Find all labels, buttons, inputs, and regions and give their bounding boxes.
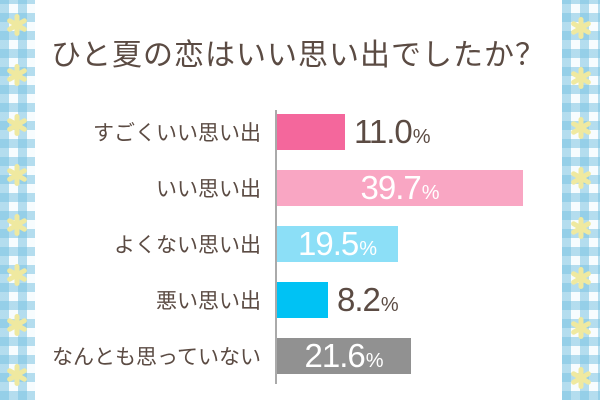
category-label: すごくいい思い出 — [93, 122, 261, 145]
flower-decoration — [570, 116, 593, 140]
flower-decoration — [570, 216, 593, 240]
percent-sign: % — [380, 294, 399, 316]
flower-icon — [571, 266, 591, 290]
flower-icon — [7, 113, 27, 137]
content-panel: ひと夏の恋はいい思い出でしたか？ すごくいい思い出 11.0% いい思い出 39.7%… — [35, 0, 562, 400]
flower-decoration — [570, 16, 593, 40]
flower-icon — [571, 116, 591, 140]
percent-sign: % — [365, 350, 384, 372]
bar — [277, 282, 328, 318]
flower-decoration — [6, 13, 29, 37]
chart-row: 悪い思い出 8.2% — [35, 272, 562, 328]
bar-area: 11.0% — [275, 113, 562, 151]
flower-decoration — [570, 266, 593, 290]
percent-sign: % — [421, 182, 440, 204]
flower-icon — [571, 166, 591, 190]
category-label: 悪い思い出 — [156, 290, 261, 313]
bar: 21.6% — [277, 337, 411, 375]
flower-decoration — [570, 66, 593, 90]
bar: 39.7% — [277, 169, 523, 207]
flower-decoration — [6, 363, 29, 387]
value-number: 8.2 — [337, 281, 381, 318]
bar — [277, 114, 345, 150]
gingham-border-right — [562, 0, 600, 400]
value-label: 11.0% — [354, 113, 431, 151]
flower-decoration — [570, 166, 593, 190]
category-label: なんとも思っていない — [52, 346, 261, 369]
flower-icon — [7, 63, 27, 87]
flower-icon — [7, 363, 27, 387]
bar-area: 19.5% — [275, 225, 562, 263]
bar-area: 21.6% — [275, 337, 562, 375]
chart-rows: すごくいい思い出 11.0% いい思い出 39.7% よくない思い出 19.5% 悪い思い出… — [35, 104, 562, 384]
value-label: 8.2% — [337, 281, 399, 319]
flower-icon — [571, 216, 591, 240]
chart-row: よくない思い出 19.5% — [35, 216, 562, 272]
flower-decoration — [6, 113, 29, 137]
flower-icon — [7, 163, 27, 187]
flower-decoration — [6, 163, 29, 187]
category-label: よくない思い出 — [114, 234, 261, 257]
flower-icon — [571, 366, 591, 390]
flower-icon — [571, 16, 591, 40]
chart-axis-line — [275, 110, 277, 384]
flower-icon — [7, 213, 27, 237]
flower-icon — [7, 13, 27, 37]
gingham-border-left — [0, 0, 35, 400]
category-label: いい思い出 — [156, 178, 261, 201]
flower-decoration — [570, 366, 593, 390]
value-label: 19.5% — [298, 225, 377, 263]
flower-decoration — [6, 313, 29, 337]
bar-area: 39.7% — [275, 169, 562, 207]
chart-row: すごくいい思い出 11.0% — [35, 104, 562, 160]
flower-decoration — [570, 316, 593, 340]
value-number: 19.5 — [297, 225, 359, 262]
flower-decoration — [6, 63, 29, 87]
flower-icon — [571, 316, 591, 340]
page-title: ひと夏の恋はいい思い出でしたか？ — [50, 39, 547, 72]
chart-row: いい思い出 39.7% — [35, 160, 562, 216]
flower-icon — [571, 66, 591, 90]
flower-icon — [7, 313, 27, 337]
percent-sign: % — [359, 238, 378, 260]
bar-chart: すごくいい思い出 11.0% いい思い出 39.7% よくない思い出 19.5% 悪い思い出… — [35, 104, 562, 384]
percent-sign: % — [412, 126, 431, 148]
value-label: 39.7% — [360, 169, 439, 207]
value-label: 21.6% — [304, 337, 383, 375]
value-number: 11.0 — [354, 113, 413, 150]
flower-icon — [7, 263, 27, 287]
bar: 19.5% — [277, 225, 398, 263]
value-number: 39.7 — [360, 169, 421, 206]
value-number: 21.6 — [304, 337, 365, 374]
bar-area: 8.2% — [275, 281, 562, 319]
flower-decoration — [6, 213, 29, 237]
flower-decoration — [6, 263, 29, 287]
chart-row: なんとも思っていない 21.6% — [35, 328, 562, 384]
